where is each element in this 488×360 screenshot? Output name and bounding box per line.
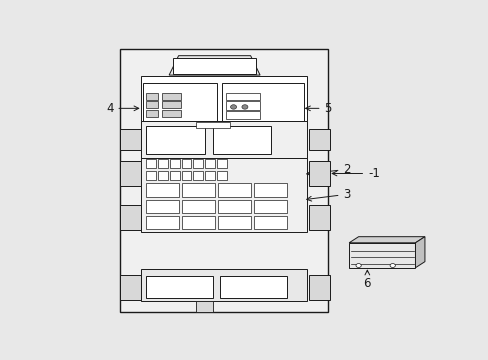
Circle shape bbox=[230, 105, 236, 109]
Bar bbox=[217, 171, 226, 180]
Bar bbox=[146, 102, 158, 108]
Bar bbox=[146, 93, 158, 100]
Text: -1: -1 bbox=[331, 167, 379, 180]
Bar bbox=[142, 84, 216, 121]
Bar bbox=[161, 102, 180, 108]
Bar bbox=[141, 269, 307, 301]
Bar bbox=[222, 84, 303, 121]
Bar bbox=[218, 216, 250, 229]
Bar bbox=[173, 58, 256, 74]
Circle shape bbox=[242, 105, 247, 109]
Bar bbox=[193, 171, 203, 180]
Bar bbox=[309, 161, 329, 186]
Polygon shape bbox=[169, 56, 260, 75]
Bar bbox=[158, 171, 168, 180]
Bar bbox=[169, 171, 180, 180]
Bar bbox=[182, 216, 214, 229]
Bar bbox=[218, 184, 250, 197]
Bar bbox=[161, 110, 180, 117]
Bar bbox=[193, 159, 203, 168]
Bar bbox=[141, 158, 307, 232]
Bar bbox=[217, 159, 226, 168]
Bar bbox=[225, 102, 260, 110]
Bar bbox=[181, 159, 191, 168]
Bar bbox=[141, 76, 307, 121]
Bar bbox=[120, 275, 141, 300]
Bar bbox=[205, 171, 215, 180]
Bar bbox=[120, 205, 141, 230]
Bar bbox=[225, 93, 260, 100]
Bar bbox=[146, 184, 178, 197]
Bar bbox=[120, 49, 327, 312]
Text: 6: 6 bbox=[363, 270, 370, 291]
Bar bbox=[309, 205, 329, 230]
Bar bbox=[309, 129, 329, 150]
Bar bbox=[161, 93, 180, 100]
Circle shape bbox=[389, 264, 395, 267]
Bar bbox=[146, 216, 178, 229]
Bar bbox=[182, 199, 214, 213]
Text: 4: 4 bbox=[106, 102, 139, 115]
Bar bbox=[120, 161, 141, 186]
Bar bbox=[182, 184, 214, 197]
Bar bbox=[146, 110, 158, 117]
Bar bbox=[254, 199, 286, 213]
Polygon shape bbox=[348, 237, 424, 243]
Text: 2: 2 bbox=[306, 163, 350, 176]
Bar bbox=[254, 216, 286, 229]
Bar bbox=[158, 159, 168, 168]
Text: 3: 3 bbox=[306, 188, 350, 201]
Bar bbox=[212, 126, 271, 154]
Bar bbox=[146, 159, 156, 168]
Bar bbox=[195, 301, 212, 312]
Bar bbox=[225, 111, 260, 120]
Text: 5: 5 bbox=[305, 102, 331, 115]
Bar bbox=[220, 276, 286, 298]
Bar bbox=[146, 276, 212, 298]
Bar bbox=[146, 199, 178, 213]
Bar bbox=[309, 275, 329, 300]
Bar bbox=[195, 122, 229, 128]
Bar bbox=[146, 126, 205, 154]
Bar bbox=[120, 129, 141, 150]
Bar bbox=[181, 171, 191, 180]
Bar bbox=[254, 184, 286, 197]
Circle shape bbox=[355, 264, 361, 267]
Bar bbox=[348, 243, 415, 268]
Bar bbox=[218, 199, 250, 213]
Bar bbox=[146, 171, 156, 180]
Bar bbox=[169, 159, 180, 168]
Bar bbox=[205, 159, 215, 168]
Polygon shape bbox=[415, 237, 424, 268]
Bar bbox=[141, 121, 307, 158]
